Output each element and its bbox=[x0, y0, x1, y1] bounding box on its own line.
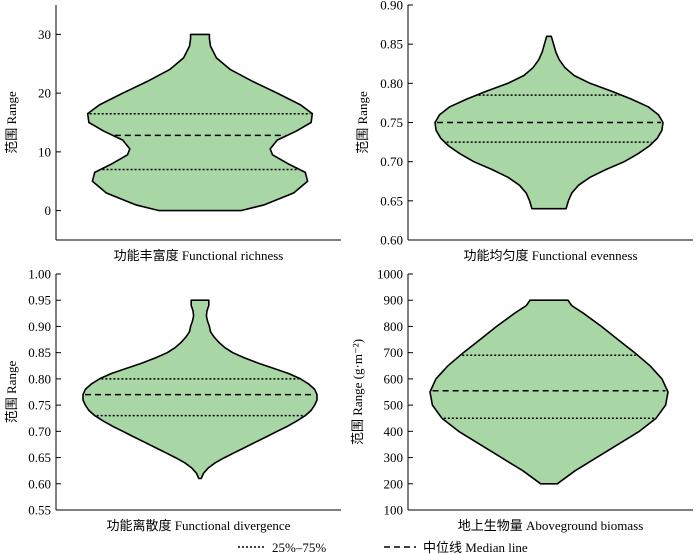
y-tick-label: 0.55 bbox=[28, 503, 51, 518]
chart-panel-2: 0.60 0.65 0.70 0.75 0.80 0.85 0.90 功能均匀度 Functi… bbox=[355, 0, 693, 263]
y-tick-label: 0.85 bbox=[380, 37, 403, 52]
violin-body bbox=[86, 33, 314, 212]
y-tick-label: 0.75 bbox=[380, 115, 403, 130]
y-tick-label: 900 bbox=[384, 293, 404, 308]
y-tick-label: 0.60 bbox=[380, 233, 403, 248]
y-tick-label: 30 bbox=[38, 27, 51, 42]
y-tick-label: 0 bbox=[45, 203, 52, 218]
y-axis-title: 范围 Range bbox=[4, 91, 19, 154]
y-tick-label: 0.65 bbox=[380, 193, 403, 208]
chart-panel-3: 0.55 0.60 0.65 0.70 0.75 0.80 0.85 0.90 0.95 1.00… bbox=[4, 267, 341, 533]
y-tick-label: 1.00 bbox=[28, 267, 51, 282]
y-tick-label: 700 bbox=[384, 345, 404, 360]
y-tick-label: 200 bbox=[384, 476, 404, 491]
legend-quartile-label: 25%–75% bbox=[272, 540, 326, 554]
legend: 25%–75% 中位线 Median line bbox=[238, 540, 528, 554]
y-tick-label: 0.90 bbox=[28, 319, 51, 334]
y-tick-label: 500 bbox=[384, 398, 404, 413]
y-tick-label: 0.80 bbox=[28, 371, 51, 386]
y-tick-label: 100 bbox=[384, 503, 404, 518]
y-tick-label: 400 bbox=[384, 424, 404, 439]
chart-panel-4: 100 200 300 400 500 600 700 800 900 1000 地上生物量 Abo… bbox=[350, 267, 693, 533]
y-tick-label: 1000 bbox=[377, 267, 403, 282]
y-tick-label: 20 bbox=[38, 86, 51, 101]
y-tick-label: 300 bbox=[384, 450, 404, 465]
y-tick-label: 0.70 bbox=[380, 154, 403, 169]
violin-body bbox=[429, 299, 669, 485]
y-axis-title: 范围 Range bbox=[4, 361, 19, 424]
chart-panel-1: 0 10 20 30 功能丰富度 Functional richness 范围 Range bbox=[4, 5, 341, 263]
legend-median-label: 中位线 Median line bbox=[423, 540, 528, 554]
x-axis-title: 功能均匀度 Functional evenness bbox=[463, 248, 637, 263]
y-tick-label: 0.95 bbox=[28, 293, 51, 308]
y-tick-label: 0.65 bbox=[28, 450, 51, 465]
y-axis-title: 范围 Range (g·m⁻²) bbox=[350, 339, 365, 445]
y-tick-label: 800 bbox=[384, 319, 404, 334]
y-tick-label: 10 bbox=[38, 144, 51, 159]
violin-body bbox=[82, 299, 318, 480]
y-tick-label: 600 bbox=[384, 371, 404, 386]
y-tick-label: 0.70 bbox=[28, 424, 51, 439]
y-tick-label: 0.75 bbox=[28, 398, 51, 413]
y-tick-label: 0.85 bbox=[28, 345, 51, 360]
y-tick-label: 0.80 bbox=[380, 76, 403, 91]
y-tick-label: 0.90 bbox=[380, 0, 403, 13]
x-axis-title: 功能丰富度 Functional richness bbox=[114, 248, 284, 263]
x-axis-title: 地上生物量 Aboveground biomass bbox=[458, 518, 644, 533]
y-axis-title: 范围 Range bbox=[355, 91, 370, 154]
x-axis-title: 功能离散度 Functional divergence bbox=[107, 518, 291, 533]
y-tick-label: 0.60 bbox=[28, 476, 51, 491]
